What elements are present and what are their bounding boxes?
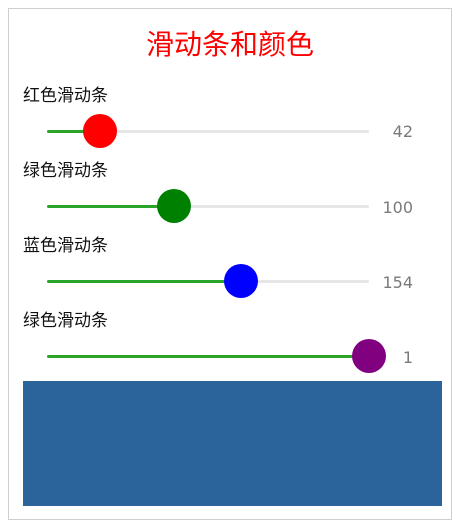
red-slider-thumb[interactable] <box>83 114 117 148</box>
blue-slider-value: 154 <box>382 273 413 293</box>
green-slider-value: 100 <box>382 198 413 218</box>
blue-slider-thumb[interactable] <box>224 264 258 298</box>
purple-slider-value: 1 <box>403 348 413 368</box>
purple-slider-track[interactable] <box>47 355 369 358</box>
slider-panel: 滑动条和颜色 红色滑动条 42 绿色滑动条 100 蓝色滑动条 154 绿色滑动… <box>8 8 452 520</box>
green-slider-track[interactable] <box>47 205 369 208</box>
green-slider-fill <box>47 205 174 208</box>
green-slider-thumb[interactable] <box>157 189 191 223</box>
green-slider-label: 绿色滑动条 <box>23 161 108 181</box>
red-slider-label: 红色滑动条 <box>23 86 108 106</box>
blue-slider-track[interactable] <box>47 280 369 283</box>
red-slider-value: 42 <box>393 122 413 142</box>
purple-slider-fill <box>47 355 369 358</box>
blue-slider-label: 蓝色滑动条 <box>23 236 108 256</box>
purple-slider-thumb[interactable] <box>352 339 386 373</box>
blue-slider-fill <box>47 280 241 283</box>
red-slider-track[interactable] <box>47 130 369 133</box>
purple-slider-label: 绿色滑动条 <box>23 311 108 331</box>
color-preview-swatch <box>23 381 442 506</box>
page-title: 滑动条和颜色 <box>9 29 451 61</box>
